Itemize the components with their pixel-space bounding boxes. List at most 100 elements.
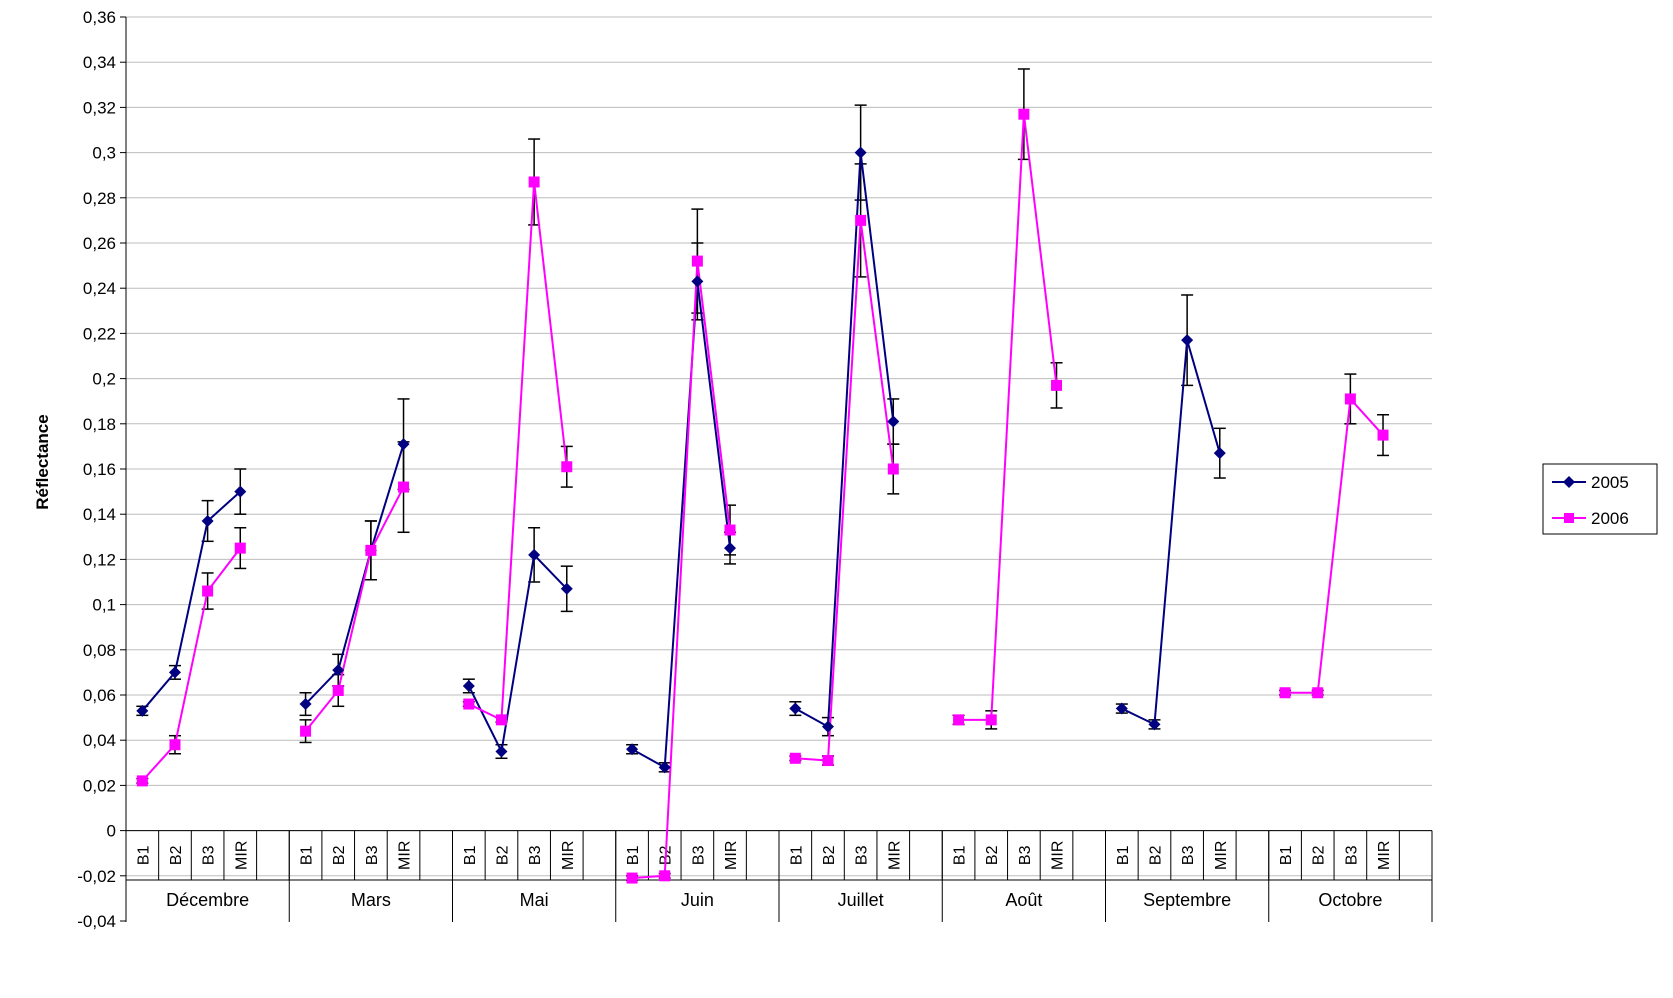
- series-2005-point: [658, 761, 671, 774]
- y-tick-label: 0,02: [83, 776, 116, 795]
- legend-marker-2006: [1564, 513, 1574, 523]
- category-axis: B1 B2 B3 MIR Décembre B1 B2 B3 MIR Mars B1 B2 B3 MIR M…: [125, 830, 1433, 922]
- series-2005-point: [1213, 447, 1226, 460]
- series-2006-line: [632, 260, 732, 880]
- series-2005-line: [794, 152, 895, 729]
- series-2005-point: [1115, 702, 1128, 715]
- y-tick-label: 0,22: [83, 324, 116, 343]
- band-label: B2: [331, 845, 348, 865]
- series-2006-point: [1344, 393, 1356, 405]
- y-tick-label: -0,04: [77, 912, 116, 931]
- series-2006-point: [495, 714, 507, 726]
- y-tick-label: 0,14: [83, 505, 116, 524]
- legend: 2005 2006: [1542, 463, 1658, 535]
- series-2006-line: [795, 220, 895, 762]
- y-tick-label: 0,24: [83, 279, 116, 298]
- series-2006-line: [304, 486, 405, 732]
- series-2006-point: [691, 255, 703, 267]
- series-2005-point: [626, 743, 639, 756]
- series-2005-line: [467, 552, 568, 755]
- series-2006-line: [1285, 396, 1384, 694]
- band-label: MIR: [560, 841, 577, 870]
- band-label: B1: [788, 845, 805, 865]
- series-2005-point: [299, 698, 312, 711]
- band-label: MIR: [397, 841, 414, 870]
- series-2005-point: [168, 666, 181, 679]
- series-2006-point: [724, 524, 736, 536]
- series-2006-point: [659, 870, 671, 882]
- month-label: Mars: [351, 890, 391, 910]
- y-tick-label: 0,06: [83, 686, 116, 705]
- y-tick-label: 0,1: [92, 596, 116, 615]
- band-label: MIR: [1213, 841, 1230, 870]
- series-2005-point: [821, 720, 834, 733]
- series-2005-point: [332, 664, 345, 677]
- month-label: Juillet: [838, 890, 884, 910]
- month-label: Septembre: [1143, 890, 1231, 910]
- month-label: Juin: [681, 890, 714, 910]
- series-2006-point: [202, 585, 214, 597]
- series-2006-line: [468, 181, 568, 722]
- series-lines: [141, 114, 1384, 880]
- series-2006-point: [1312, 687, 1324, 699]
- y-tick-label: 0,12: [83, 550, 116, 569]
- series-2005-point: [397, 438, 410, 451]
- series-2006-point: [398, 481, 410, 493]
- series-2005-point: [495, 745, 508, 758]
- series-2005-point: [201, 514, 214, 527]
- series-2006-point: [528, 176, 540, 188]
- y-tick-label: 0,28: [83, 189, 116, 208]
- series-2006-point: [234, 542, 246, 554]
- band-label: B3: [1343, 845, 1360, 865]
- series-2005-line: [1121, 339, 1221, 726]
- series-2005-point: [724, 542, 737, 555]
- y-tick-label: 0,3: [92, 144, 116, 163]
- band-label: MIR: [723, 841, 740, 870]
- series-2005-point: [234, 485, 247, 498]
- y-tick-label: -0,02: [77, 867, 116, 886]
- series-2006-point: [300, 725, 312, 737]
- series-2006-point: [1051, 379, 1063, 391]
- band-label: B2: [984, 845, 1001, 865]
- legend-label-2006: 2006: [1591, 509, 1629, 528]
- series-2005-point: [462, 679, 475, 692]
- band-label: B2: [168, 845, 185, 865]
- series-2006-point: [463, 698, 475, 710]
- band-label: MIR: [233, 841, 250, 870]
- series-2006-point: [626, 872, 638, 884]
- legend-box: [1542, 463, 1658, 535]
- band-label: B3: [854, 845, 871, 865]
- axes: -0,04 -0,02 0 0,02 0,04 0,06 0,08 0,1 0,12 0,14 0,…: [77, 8, 1432, 931]
- series-2006-line: [958, 114, 1058, 721]
- band-label: B2: [821, 845, 838, 865]
- series-2005-line: [304, 443, 405, 705]
- series-2005-point: [1148, 718, 1161, 731]
- band-label: B1: [135, 845, 152, 865]
- band-label: B1: [299, 845, 316, 865]
- band-label: B3: [1017, 845, 1034, 865]
- band-label: B3: [690, 845, 707, 865]
- month-label: Octobre: [1318, 890, 1382, 910]
- band-label: B2: [494, 845, 511, 865]
- y-axis-label: Réflectance: [33, 414, 52, 509]
- month-label: Août: [1005, 890, 1042, 910]
- series-2006-point: [169, 739, 181, 751]
- y-tick-label: 0,18: [83, 415, 116, 434]
- series-2006-point: [1018, 108, 1030, 120]
- series-2005-line: [631, 281, 732, 769]
- band-label: B1: [952, 845, 969, 865]
- band-label: B3: [1180, 845, 1197, 865]
- error-bars: [136, 68, 1390, 882]
- series-2006-point: [953, 714, 965, 726]
- y-tick-label: 0,26: [83, 234, 116, 253]
- band-label: B1: [625, 845, 642, 865]
- band-label: B3: [201, 845, 218, 865]
- series-2005-point: [1181, 334, 1194, 347]
- y-tick-label: 0,04: [83, 731, 116, 750]
- series-2006-point: [789, 752, 801, 764]
- series-2005-line: [141, 490, 241, 712]
- gridlines: [126, 16, 1432, 877]
- band-label: B3: [527, 845, 544, 865]
- band-label: B1: [1115, 845, 1132, 865]
